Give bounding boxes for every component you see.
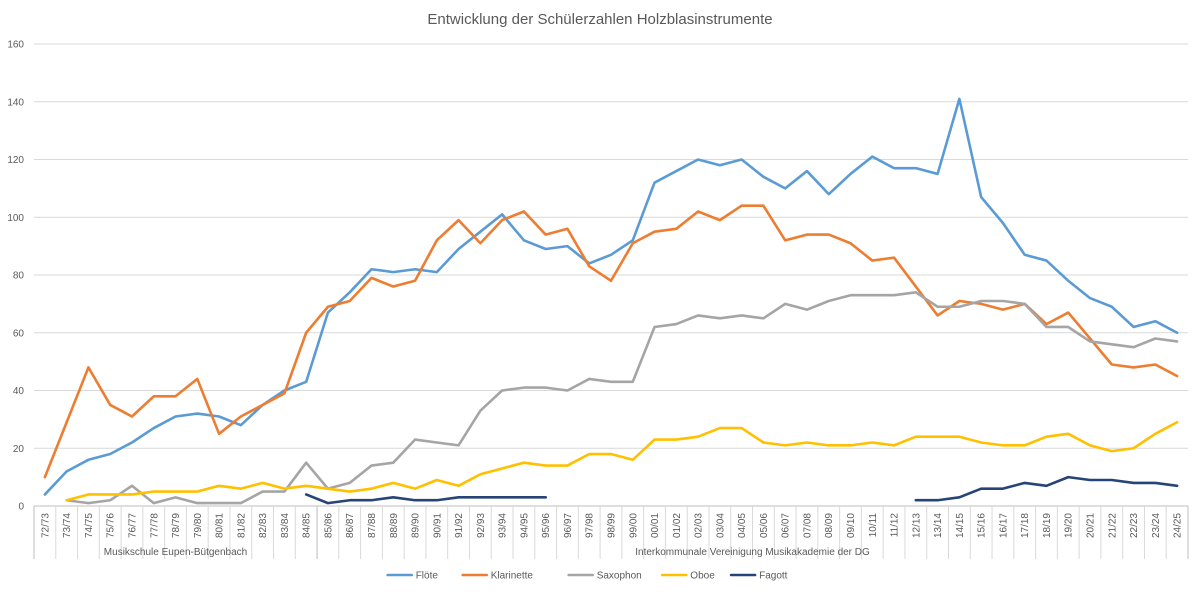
legend: Flöte Klarinette Saxophon Oboe Fagott <box>386 571 788 582</box>
series-line <box>304 475 1179 505</box>
x-tick-label: 75/76 <box>106 513 117 538</box>
x-tick-label: 11/12 <box>890 513 901 538</box>
x-tick-label: 90/91 <box>432 513 443 538</box>
series-line <box>65 291 1179 505</box>
x-tick-label: 13/14 <box>933 513 944 538</box>
legend-label: Klarinette <box>491 571 534 582</box>
x-tick-label: 10/11 <box>868 513 879 538</box>
x-tick-label: 03/04 <box>715 513 726 538</box>
y-tick-label: 20 <box>13 444 25 455</box>
y-axis-tick-labels: 0 20 40 60 80 100 120 140 160 <box>7 40 24 513</box>
x-tick-label: 02/03 <box>694 513 705 538</box>
x-tick-label: 06/07 <box>781 513 792 538</box>
y-tick-label: 40 <box>13 386 25 397</box>
y-tick-label: 120 <box>7 155 24 166</box>
series-line <box>65 420 1179 502</box>
x-tick-label: 97/98 <box>585 513 596 538</box>
y-tick-label: 80 <box>13 271 25 282</box>
series-line <box>43 97 1179 496</box>
x-tick-label: 16/17 <box>998 513 1009 538</box>
x-tick-label: 89/90 <box>411 513 422 538</box>
x-tick-label: 84/85 <box>302 513 313 538</box>
x-tick-label: 86/87 <box>345 513 356 538</box>
group-label: Interkommunale Vereinigung Musikakademie… <box>635 547 870 558</box>
legend-label: Fagott <box>759 571 788 582</box>
x-tick-label: 98/99 <box>607 513 618 538</box>
series-line <box>43 204 1179 479</box>
legend-label: Saxophon <box>597 571 642 582</box>
x-tick-label: 01/02 <box>672 513 683 538</box>
x-tick-label: 92/93 <box>476 513 487 538</box>
x-tick-label: 08/09 <box>824 513 835 538</box>
x-tick-label: 19/20 <box>1064 513 1075 538</box>
x-tick-label: 21/22 <box>1107 513 1118 538</box>
x-tick-label: 76/77 <box>127 513 138 538</box>
x-tick-label: 74/75 <box>84 513 95 538</box>
x-axis-group-labels: Musikschule Eupen-Bütgenbach Interkommuna… <box>104 506 870 559</box>
x-tick-label: 20/21 <box>1086 513 1097 538</box>
x-tick-label: 22/23 <box>1129 513 1140 538</box>
x-tick-label: 99/00 <box>628 513 639 538</box>
x-tick-label: 81/82 <box>236 513 247 538</box>
x-tick-label: 88/89 <box>389 513 400 538</box>
y-tick-label: 100 <box>7 213 24 224</box>
x-tick-label: 00/01 <box>650 513 661 538</box>
x-axis-tick-labels: 72/73 73/74 74/75 75/76 76/77 77/78 78/79 79/80… <box>40 513 1183 538</box>
x-tick-label: 18/19 <box>1042 513 1053 538</box>
x-tick-label: 94/95 <box>519 513 530 538</box>
x-tick-label: 15/16 <box>977 513 988 538</box>
legend-label: Oboe <box>690 571 715 582</box>
x-tick-label: 78/79 <box>171 513 182 538</box>
gridlines <box>34 43 1188 449</box>
y-tick-label: 140 <box>7 97 24 108</box>
x-tick-label: 17/18 <box>1020 513 1031 538</box>
x-tick-label: 79/80 <box>193 513 204 538</box>
x-tick-label: 77/78 <box>149 513 160 538</box>
x-tick-label: 93/94 <box>498 513 509 538</box>
y-tick-label: 160 <box>7 40 24 51</box>
y-tick-label: 60 <box>13 328 25 339</box>
x-tick-label: 85/86 <box>323 513 334 538</box>
x-tick-label: 73/74 <box>62 513 73 538</box>
x-tick-label: 09/10 <box>846 513 857 538</box>
x-tick-label: 80/81 <box>215 513 226 538</box>
x-tick-label: 24/25 <box>1173 513 1184 538</box>
x-tick-label: 95/96 <box>541 513 552 538</box>
x-tick-label: 23/24 <box>1151 513 1162 538</box>
series-lines <box>43 97 1179 505</box>
legend-label: Flöte <box>416 571 439 582</box>
x-tick-label: 07/08 <box>802 513 813 538</box>
x-tick-label: 91/92 <box>454 513 465 538</box>
y-tick-label: 0 <box>18 502 24 513</box>
x-tick-label: 04/05 <box>737 513 748 538</box>
group-label: Musikschule Eupen-Bütgenbach <box>104 547 247 558</box>
x-tick-label: 12/13 <box>911 513 922 538</box>
x-tick-label: 82/83 <box>258 513 269 538</box>
x-tick-label: 83/84 <box>280 513 291 538</box>
x-tick-label: 05/06 <box>759 513 770 538</box>
x-tick-label: 96/97 <box>563 513 574 538</box>
x-tick-label: 87/88 <box>367 513 378 538</box>
x-tick-label: 72/73 <box>40 513 51 538</box>
chart-title: Entwicklung der Schülerzahlen Holzblasin… <box>427 11 772 28</box>
x-tick-label: 14/15 <box>955 513 966 538</box>
